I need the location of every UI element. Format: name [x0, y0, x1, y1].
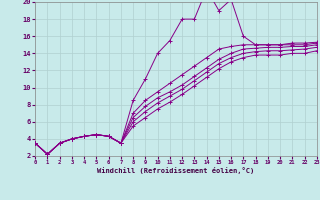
X-axis label: Windchill (Refroidissement éolien,°C): Windchill (Refroidissement éolien,°C): [97, 167, 255, 174]
